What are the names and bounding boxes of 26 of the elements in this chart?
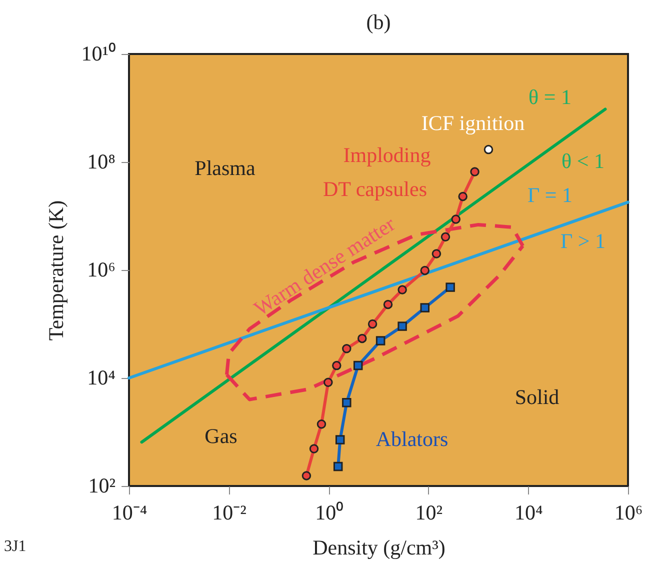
y-tick-label: 10⁴: [87, 366, 116, 390]
x-tick-label: 10⁶: [614, 500, 643, 524]
x-axis-title: Density (g/cm³): [312, 536, 446, 560]
annotation: Ablators: [376, 427, 448, 451]
annotation: DT capsules: [322, 177, 428, 201]
annotation: Plasma: [194, 156, 256, 180]
annotation: θ < 1: [562, 149, 604, 173]
y-tick-label: 10⁸: [87, 150, 116, 174]
annotation: θ = 1: [528, 85, 572, 109]
text: 3J1: [4, 538, 26, 555]
x-tick-label: 10⁻²: [212, 500, 246, 524]
y-tick-label: 10¹⁰: [81, 42, 116, 66]
x-tick-label: 10²: [415, 500, 443, 524]
x-tick-label: 10⁻⁴: [112, 500, 148, 524]
annotation: Solid: [514, 385, 560, 409]
annotation: Γ > 1: [560, 229, 606, 253]
chart-title: (b): [366, 10, 391, 34]
y-tick-label: 10⁶: [87, 258, 116, 282]
x-tick-label: 10⁰: [315, 500, 344, 524]
y-tick-label: 10²: [88, 474, 116, 498]
annotation: Imploding: [343, 143, 432, 167]
annotation: ICF ignition: [421, 111, 526, 135]
y-axis-title: Temperature (K): [44, 200, 68, 341]
annotation: Γ = 1: [528, 183, 572, 207]
annotation: Gas: [204, 424, 238, 448]
x-tick-label: 10⁴: [514, 500, 543, 524]
